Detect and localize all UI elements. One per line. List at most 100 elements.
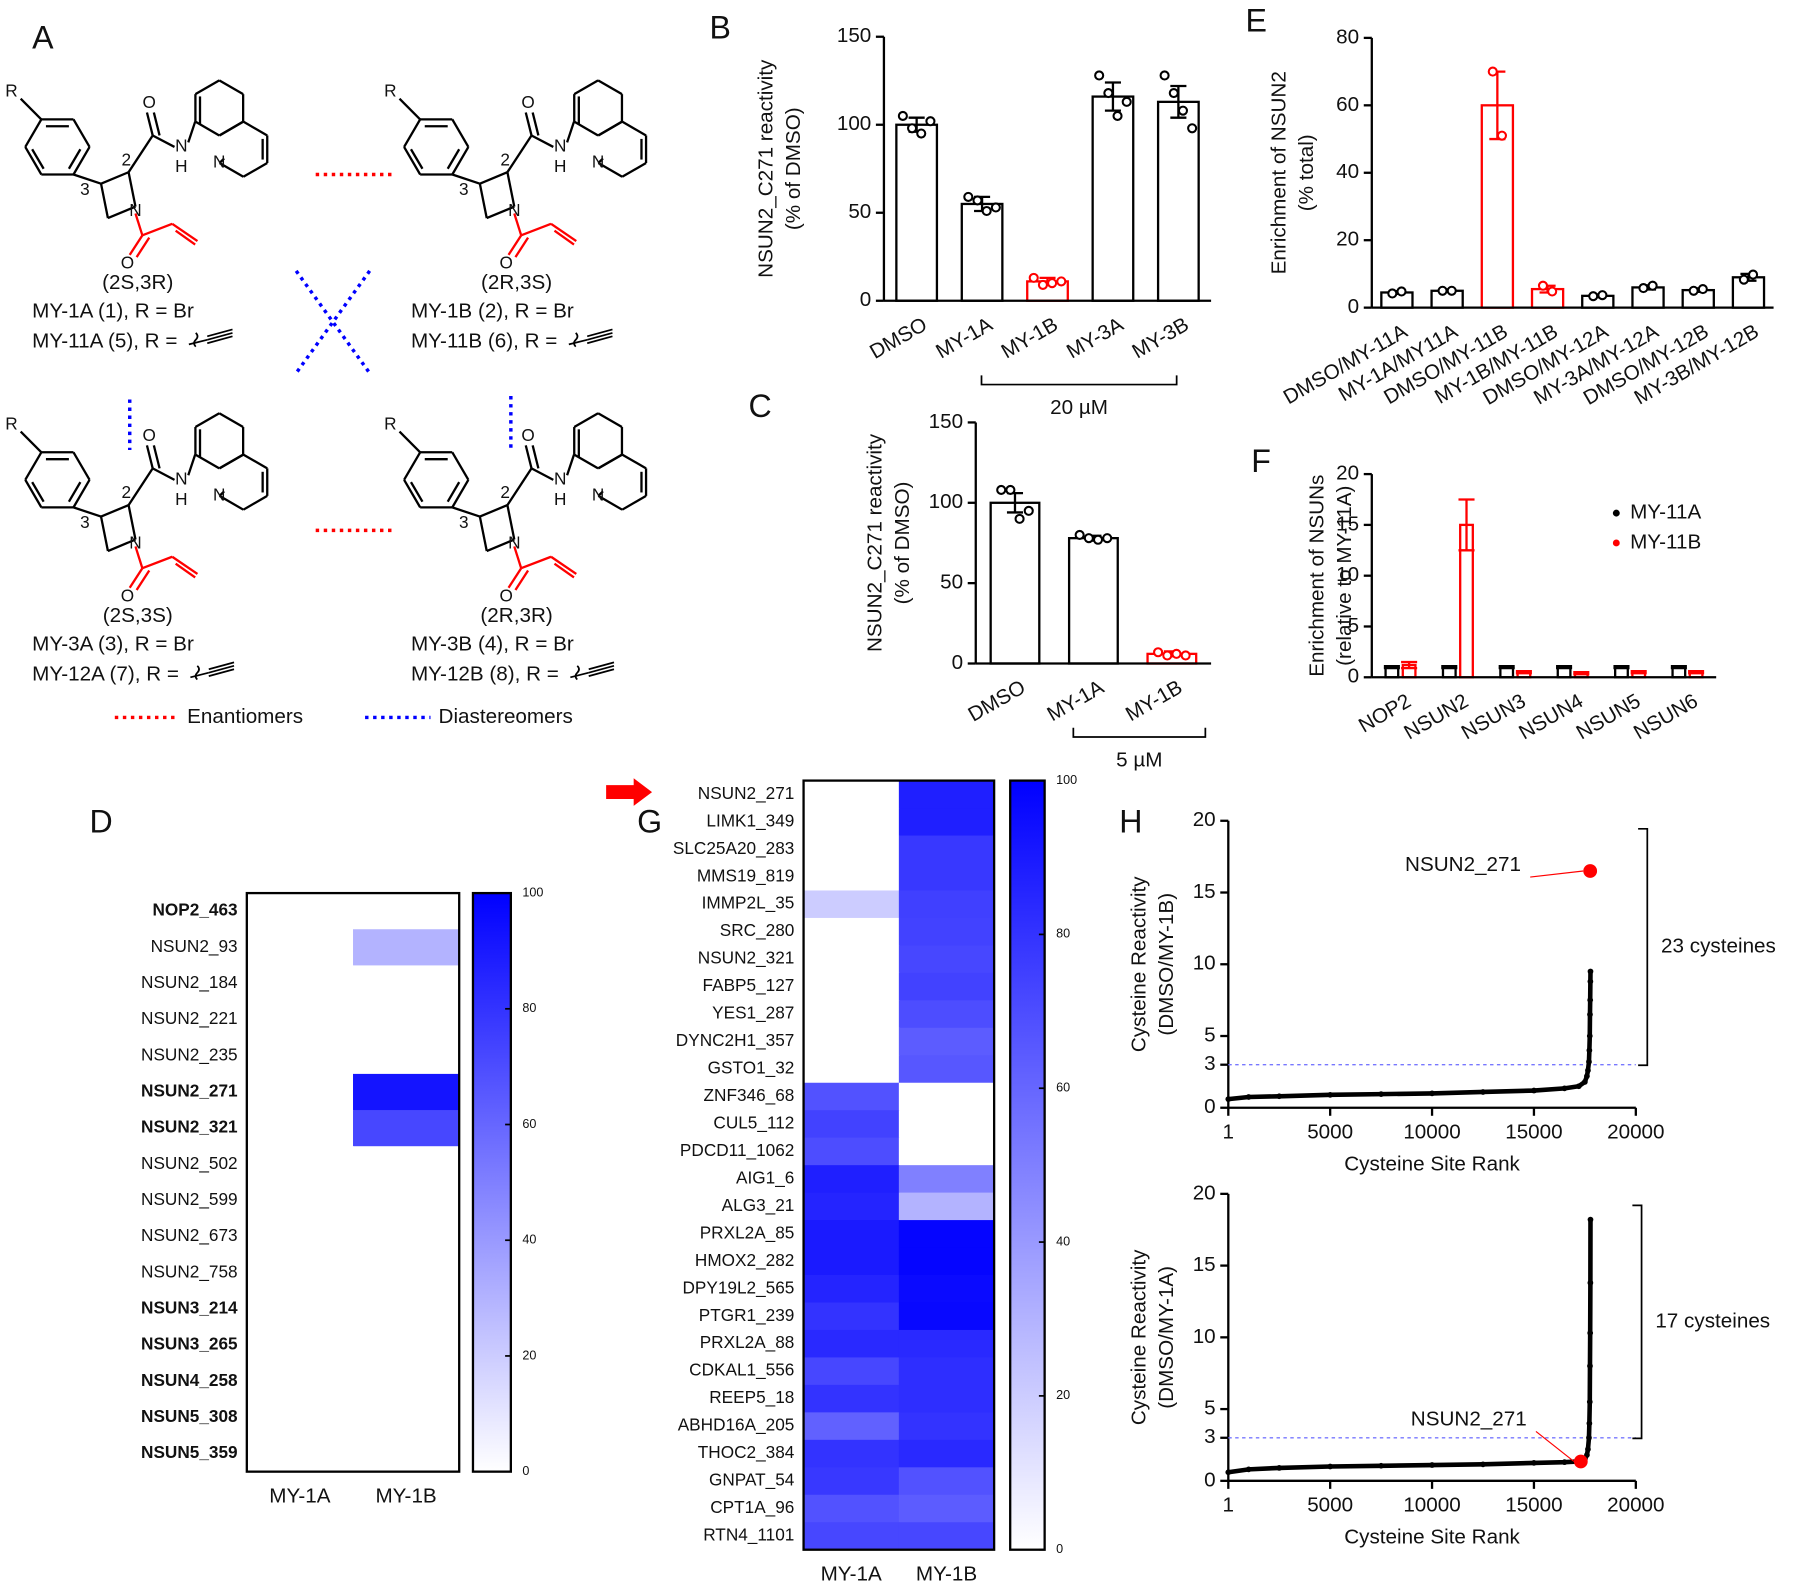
bond bbox=[597, 162, 623, 178]
replicate-point bbox=[1588, 291, 1599, 302]
replicate-point bbox=[1168, 88, 1179, 99]
colorbar-tick-label: 20 bbox=[522, 1348, 536, 1362]
atom-label: O bbox=[143, 92, 156, 112]
bond bbox=[72, 146, 91, 176]
bond bbox=[67, 148, 82, 170]
legend-label: MY-11A bbox=[1630, 501, 1701, 524]
atom-label: N bbox=[175, 468, 187, 488]
heatmap-cell bbox=[803, 1055, 900, 1084]
site-point bbox=[1225, 1096, 1232, 1103]
locant: 2 bbox=[500, 482, 510, 502]
site-point bbox=[1586, 1399, 1593, 1405]
heatmap-cell bbox=[246, 1110, 354, 1147]
colorbar-tick-label: 80 bbox=[1056, 927, 1070, 941]
locant: 3 bbox=[459, 512, 469, 532]
heatmap-cell bbox=[803, 890, 900, 919]
replicate-point bbox=[1738, 274, 1749, 285]
heatmap-cell bbox=[803, 1000, 900, 1029]
bond bbox=[507, 567, 523, 589]
colorbar-tick-label: 20 bbox=[1056, 1388, 1070, 1402]
colorbar-tick-label: 100 bbox=[522, 885, 543, 899]
bond bbox=[152, 467, 176, 481]
alkyne-bond bbox=[190, 671, 209, 679]
heatmap-cell bbox=[898, 1192, 995, 1221]
site-point bbox=[1587, 1011, 1593, 1018]
replicate-point bbox=[1177, 105, 1189, 116]
replicate-point bbox=[972, 195, 983, 206]
heatmap-cell bbox=[246, 1435, 354, 1473]
heatmap-cell bbox=[898, 1439, 995, 1468]
panel-letter: F bbox=[1251, 443, 1271, 479]
site-point bbox=[1582, 1079, 1588, 1085]
heatmap-cell bbox=[898, 1357, 995, 1386]
heatmap-cell bbox=[898, 835, 995, 864]
colorbar-tick-label: 0 bbox=[1056, 1542, 1063, 1556]
alkyne-bond bbox=[574, 665, 580, 681]
heatmap-cell bbox=[898, 1000, 995, 1029]
error-bar bbox=[1498, 664, 1515, 670]
error-bar bbox=[1630, 670, 1647, 675]
compound-label: MY-11A (5), R = bbox=[32, 330, 177, 353]
panel-letter: E bbox=[1246, 2, 1267, 38]
heatmap-cell bbox=[898, 1329, 995, 1359]
bond bbox=[72, 479, 91, 508]
atom-label: R bbox=[5, 80, 17, 100]
colorbar-tick-label: 100 bbox=[1056, 773, 1077, 787]
heatmap-cell bbox=[246, 1218, 354, 1256]
heatmap-cell bbox=[246, 965, 354, 1003]
bond bbox=[171, 222, 199, 243]
atom-label: O bbox=[121, 585, 134, 605]
heatmap-frame bbox=[245, 891, 461, 1473]
site-curve bbox=[1227, 1219, 1593, 1475]
bond bbox=[128, 567, 144, 589]
bond bbox=[621, 162, 647, 178]
bond bbox=[107, 205, 136, 220]
heatmap-cell bbox=[353, 1001, 460, 1039]
bond bbox=[479, 171, 508, 185]
site-point bbox=[1429, 1462, 1435, 1468]
bond bbox=[141, 222, 173, 237]
annotation: 23 cysteines bbox=[1661, 934, 1776, 957]
bond bbox=[73, 506, 102, 518]
atom-label: N bbox=[213, 484, 225, 504]
atom-label: H bbox=[175, 489, 187, 509]
x-tick-label: 5000 bbox=[1307, 1120, 1353, 1143]
bond bbox=[513, 546, 523, 569]
colorbar-tick-label: 40 bbox=[1056, 1234, 1070, 1248]
y-tick-label: 0 bbox=[1204, 1095, 1215, 1118]
replicate-point bbox=[1121, 96, 1132, 107]
stereo-label: (2S,3R) bbox=[102, 271, 173, 294]
site-point bbox=[1276, 1093, 1283, 1100]
site-point bbox=[1225, 1469, 1232, 1476]
bond bbox=[24, 146, 43, 176]
y-tick-label: 15 bbox=[1193, 1253, 1216, 1276]
bond bbox=[573, 412, 599, 429]
error-bar bbox=[1458, 498, 1475, 552]
error-bar bbox=[1515, 670, 1532, 675]
site-point bbox=[1587, 978, 1594, 985]
alkyne-bond bbox=[586, 328, 613, 338]
bond bbox=[506, 171, 516, 207]
bond bbox=[31, 148, 45, 170]
replicate-point bbox=[1487, 66, 1498, 77]
heatmap-cell bbox=[803, 1412, 900, 1441]
bond bbox=[597, 120, 623, 137]
row-label: IMMP2L_35 bbox=[702, 893, 795, 913]
heatmap-cell bbox=[246, 1146, 354, 1183]
error-bar bbox=[1383, 664, 1400, 670]
heatmap-cell bbox=[246, 929, 354, 966]
replicate-point bbox=[1014, 513, 1025, 524]
y-tick-label: 20 bbox=[1193, 1181, 1216, 1204]
bond bbox=[19, 430, 43, 454]
bond bbox=[152, 445, 161, 469]
heatmap-cell bbox=[803, 1302, 900, 1331]
alkyne-bond bbox=[207, 332, 233, 341]
heatmap-cell bbox=[803, 1110, 900, 1139]
heatmap-cell bbox=[246, 1399, 354, 1437]
bond bbox=[127, 171, 137, 207]
heatmap-cell bbox=[898, 862, 995, 892]
replicate-point bbox=[925, 116, 936, 127]
highlight-label: NSUN2_271 bbox=[1405, 853, 1521, 876]
alkyne-bond bbox=[586, 332, 613, 341]
bond bbox=[451, 146, 470, 176]
